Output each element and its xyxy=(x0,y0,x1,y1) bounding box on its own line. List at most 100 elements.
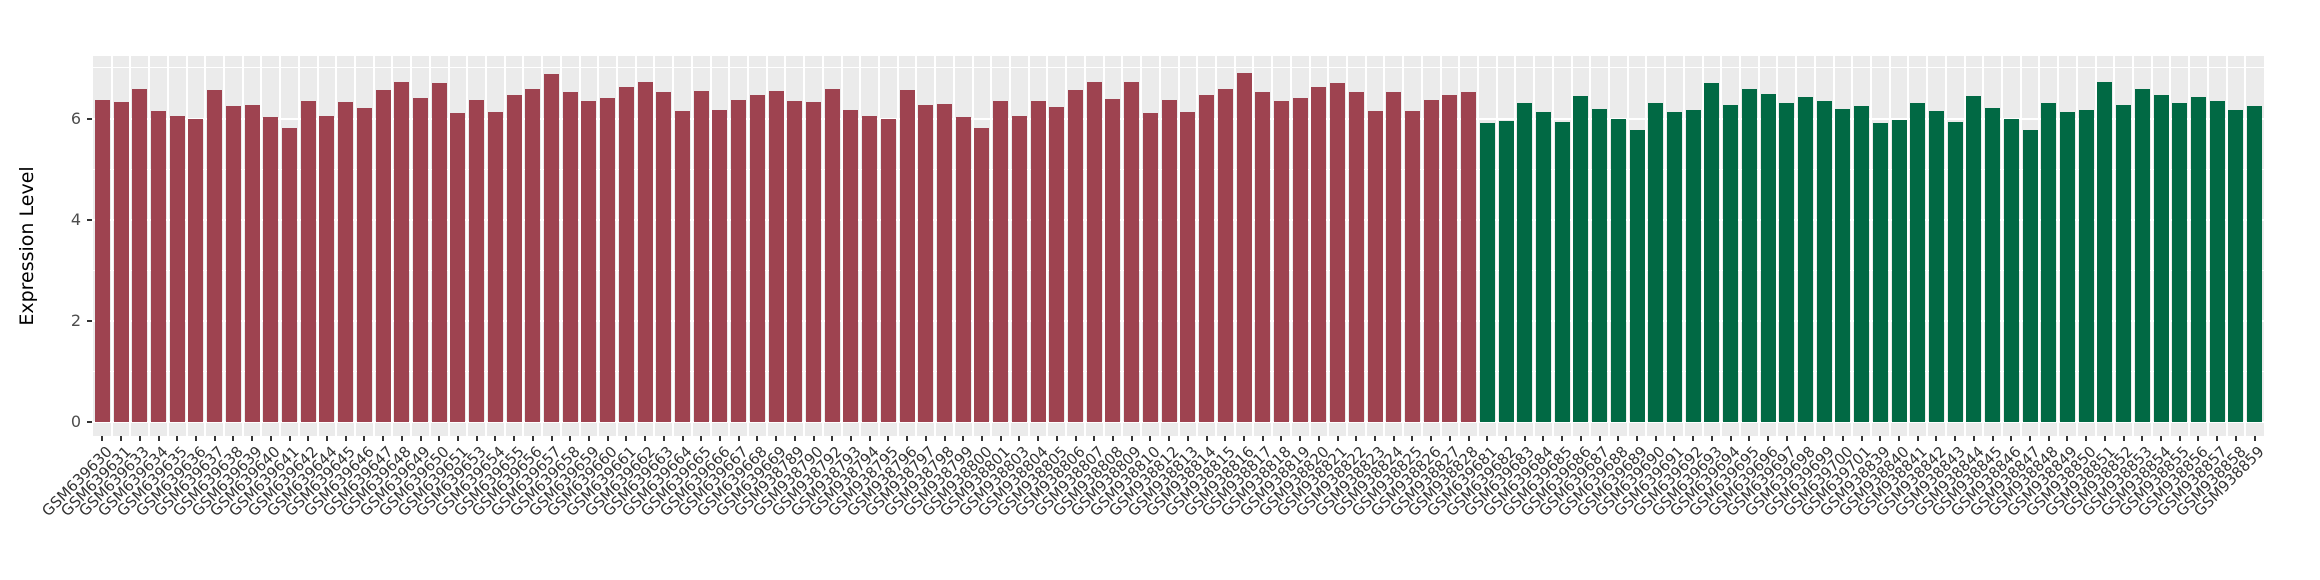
gridline-x xyxy=(1664,56,1667,436)
x-tick-mark xyxy=(569,436,572,441)
x-tick-mark xyxy=(1710,436,1713,441)
expression-bar xyxy=(693,91,709,423)
gridline-x xyxy=(129,56,132,436)
x-tick-label: GSM938804 xyxy=(974,442,1052,520)
x-tick-label: GSM639642 xyxy=(244,442,322,520)
x-tick-mark xyxy=(718,436,721,441)
y-tick-label: 6 xyxy=(70,108,81,128)
x-tick-label: GSM639653 xyxy=(412,442,490,520)
gridline-x xyxy=(1757,56,1760,436)
x-tick-mark xyxy=(2160,436,2163,441)
expression-bar xyxy=(1498,120,1514,423)
x-tick-mark xyxy=(1111,436,1114,441)
x-tick-label: GSM639691 xyxy=(1610,442,1688,520)
x-tick-mark xyxy=(475,436,478,441)
x-tick-label: GSM639664 xyxy=(618,442,696,520)
x-tick-label: GSM639641 xyxy=(225,442,303,520)
x-tick-mark xyxy=(868,436,871,441)
gridline-x xyxy=(747,56,750,436)
gridline-x xyxy=(1869,56,1872,436)
gridline-x xyxy=(354,56,357,436)
x-tick-label: GSM938792 xyxy=(768,442,846,520)
expression-bar xyxy=(151,110,166,423)
gridline-x xyxy=(1888,56,1891,436)
expression-bar xyxy=(1330,83,1346,423)
expression-bar xyxy=(1086,81,1102,423)
expression-bar xyxy=(1311,87,1327,423)
x-tick-label: GSM639655 xyxy=(450,442,528,520)
gridline-x xyxy=(915,56,918,436)
x-tick-mark xyxy=(1055,436,1058,441)
expression-bar xyxy=(1910,102,1926,423)
x-tick-mark xyxy=(943,436,946,441)
x-tick-label: GSM938803 xyxy=(955,442,1033,520)
expression-bar xyxy=(356,107,372,423)
expression-bar xyxy=(1030,101,1046,423)
x-tick-label: GSM938798 xyxy=(880,442,958,520)
gridline-x xyxy=(2094,56,2097,436)
x-tick-label: GSM938826 xyxy=(1367,442,1445,520)
x-tick-label: GSM938820 xyxy=(1254,442,1333,520)
x-tick-mark xyxy=(831,436,834,441)
gridline-x xyxy=(297,56,300,436)
expression-bar xyxy=(2172,102,2188,423)
x-tick-mark xyxy=(1317,436,1320,441)
expression-bar xyxy=(1797,96,1813,423)
x-tick-label: GSM938853 xyxy=(2078,442,2156,520)
x-tick-mark xyxy=(1523,436,1526,441)
gridline-x xyxy=(485,56,488,436)
x-tick-mark xyxy=(120,436,123,441)
x-tick-label: GSM938824 xyxy=(1329,442,1408,520)
gridline-x xyxy=(821,56,824,436)
expression-bar xyxy=(1011,115,1027,423)
x-tick-label: GSM938823 xyxy=(1311,442,1389,520)
x-tick-label: GSM639634 xyxy=(94,442,172,520)
x-tick-label: GSM938814 xyxy=(1142,442,1220,520)
x-tick-mark xyxy=(1673,436,1676,441)
gridline-x xyxy=(1233,56,1236,436)
gridline-x xyxy=(1420,56,1423,436)
x-tick-label: GSM938817 xyxy=(1198,442,1277,520)
gridline-x xyxy=(391,56,394,436)
x-tick-label: GSM639650 xyxy=(375,442,453,520)
x-tick-mark xyxy=(1411,436,1414,441)
y-tick-mark xyxy=(87,421,92,424)
gridline-x xyxy=(1121,56,1124,436)
gridline-x xyxy=(2150,56,2153,436)
x-tick-label: GSM938848 xyxy=(1984,442,2063,520)
x-tick-label: GSM639647 xyxy=(319,442,397,520)
expression-bar xyxy=(2190,96,2206,423)
x-tick-mark xyxy=(213,436,216,441)
gridline-x xyxy=(2113,56,2116,436)
x-tick-label: GSM938821 xyxy=(1273,442,1351,520)
x-tick-mark xyxy=(1074,436,1077,441)
x-tick-mark xyxy=(138,436,141,441)
x-tick-label: GSM938799 xyxy=(899,442,977,520)
x-tick-label: GSM938801 xyxy=(936,442,1015,520)
x-tick-mark xyxy=(1617,436,1620,441)
expression-bar xyxy=(749,95,765,423)
x-tick-mark xyxy=(456,436,459,441)
expression-bar xyxy=(487,112,503,423)
x-tick-mark xyxy=(363,436,366,441)
x-tick-label: GSM938856 xyxy=(2134,442,2212,520)
x-tick-label: GSM938822 xyxy=(1292,442,1370,520)
x-tick-label: GSM639685 xyxy=(1498,442,1576,520)
x-tick-label: GSM639648 xyxy=(337,442,416,520)
x-tick-label: GSM639659 xyxy=(524,442,603,520)
x-tick-label: GSM639640 xyxy=(206,442,285,520)
expression-bar xyxy=(1236,73,1252,423)
gridline-x xyxy=(559,56,562,436)
expression-bar xyxy=(450,113,466,423)
gridline-x xyxy=(541,56,544,436)
gridline-x xyxy=(597,56,600,436)
x-tick-label: GSM639693 xyxy=(1647,442,1726,520)
expression-bar xyxy=(394,82,410,423)
gridline-x xyxy=(1720,56,1723,436)
x-tick-label: GSM639654 xyxy=(431,442,509,520)
x-tick-mark xyxy=(1486,436,1489,441)
x-tick-mark xyxy=(494,436,497,441)
x-tick-label: GSM639682 xyxy=(1442,442,1520,520)
x-tick-label: GSM639668 xyxy=(693,442,771,520)
